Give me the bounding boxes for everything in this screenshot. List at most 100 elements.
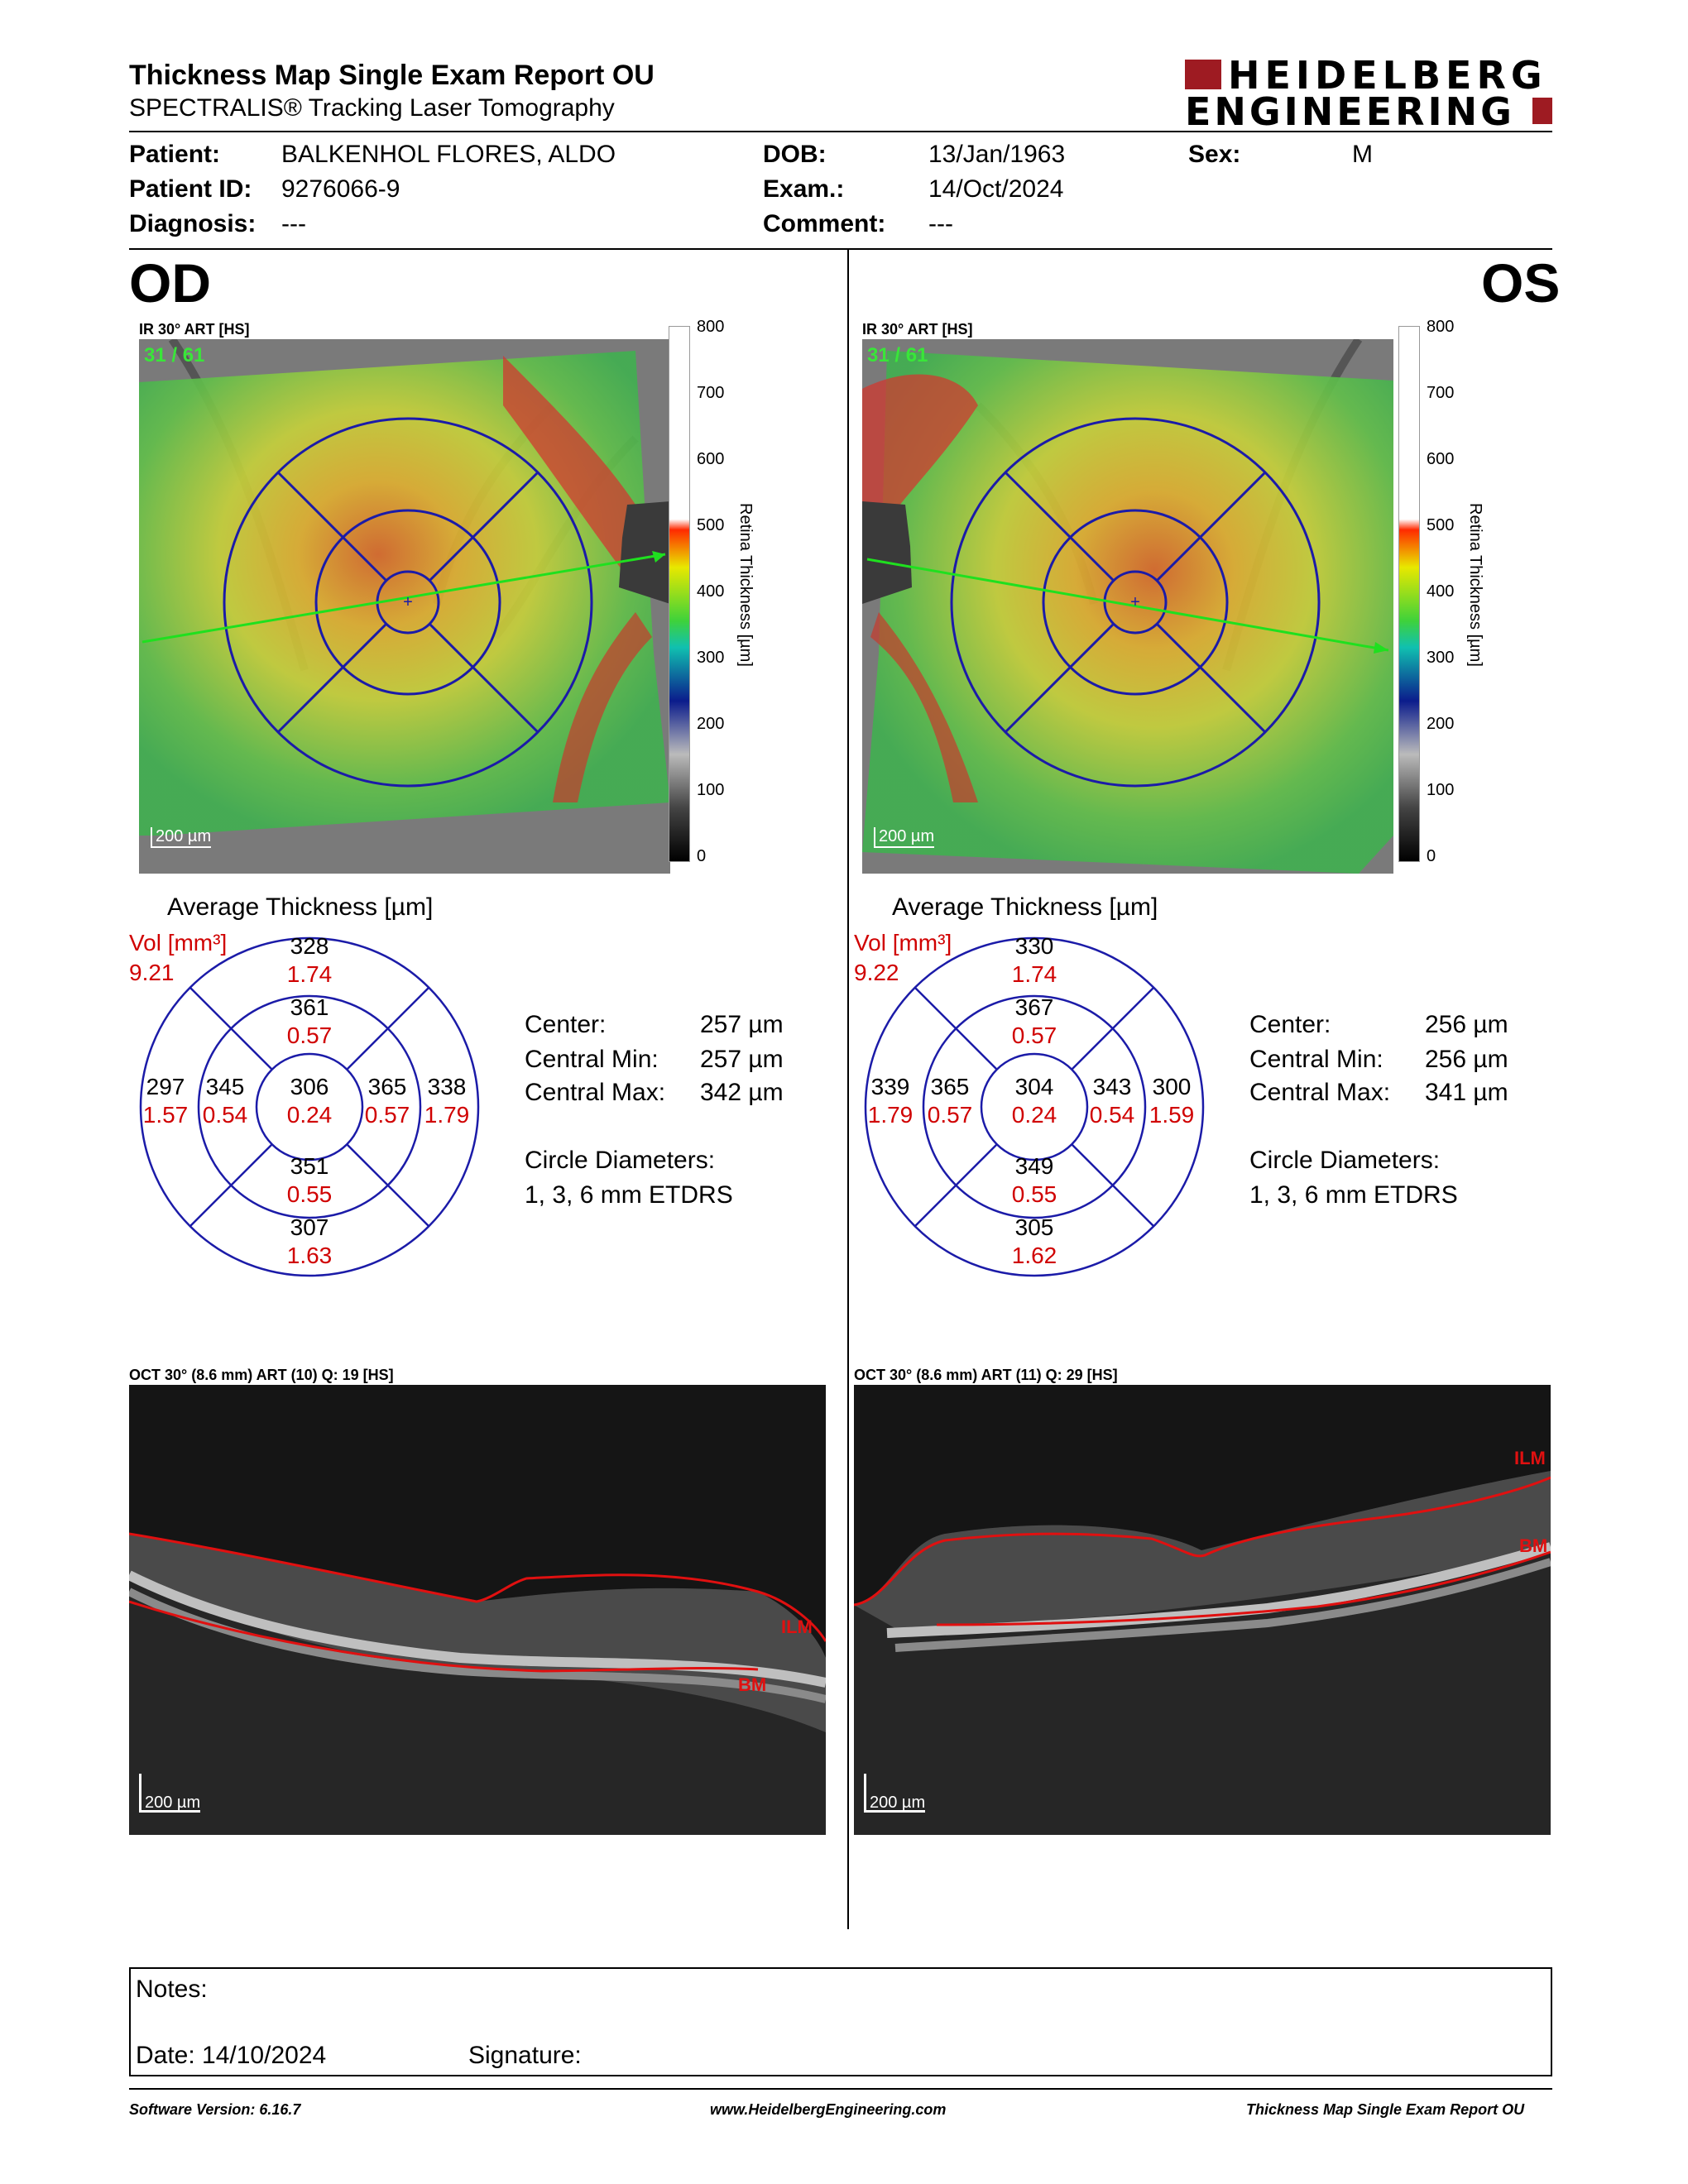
os-inner-inferior-volume: 0.55	[1011, 1181, 1057, 1207]
os-scale-tick: 0	[1427, 847, 1436, 865]
od-outer-left-thickness: 297	[146, 1074, 185, 1099]
dob-label: DOB:	[763, 141, 827, 168]
os-avg-title: Average Thickness [µm]	[892, 893, 1158, 921]
comment-label: Comment:	[763, 210, 886, 237]
os-inner-right-volume: 0.54	[1089, 1102, 1135, 1128]
od-scale-tick: 600	[697, 450, 725, 468]
patient-id: 9276066-9	[281, 175, 400, 203]
od-scale-tick: 0	[697, 847, 707, 865]
os-outer-right-thickness: 300	[1152, 1074, 1192, 1099]
exam-value: 14/Oct/2024	[928, 175, 1064, 203]
os-etdrs-grid: 330 1.74 367 0.57 339 1.79 365 0.57 304 …	[861, 933, 1208, 1281]
od-frame-counter: 31 / 61	[144, 344, 205, 366]
footer-software-version: Software Version: 6.16.7	[129, 2101, 301, 2118]
od-center-value: 257 µm	[700, 1011, 784, 1038]
od-outer-inferior-volume: 1.63	[286, 1243, 333, 1268]
os-oct-bscan: ILM BM 200 µm	[854, 1385, 1551, 1835]
od-oct-scalebar: 200 µm	[139, 1774, 201, 1813]
svg-text:+: +	[1130, 593, 1140, 611]
os-scale-tick: 500	[1427, 516, 1455, 534]
od-scale-tick: 800	[697, 318, 725, 336]
svg-text:+: +	[403, 593, 413, 611]
footer-report-name: Thickness Map Single Exam Report OU	[1246, 2101, 1525, 2118]
od-inner-inferior-volume: 0.55	[286, 1181, 333, 1207]
os-inner-superior-volume: 0.57	[1011, 1023, 1057, 1048]
od-central-max-value: 342 µm	[700, 1079, 784, 1106]
os-central-min-label: Central Min:	[1249, 1046, 1383, 1073]
notes-box: Notes: Date: 14/10/2024 Signature:	[129, 1967, 1552, 2076]
patient-id-label: Patient ID:	[129, 175, 252, 203]
exam-label: Exam.:	[763, 175, 845, 203]
os-fundus-scalebar: 200 µm	[874, 827, 935, 848]
od-scale-tick: 300	[697, 649, 725, 667]
info-divider	[129, 248, 1552, 250]
od-etdrs-grid: 328 1.74 361 0.57 297 1.57 345 0.54 306 …	[136, 933, 483, 1281]
od-inner-superior-thickness: 361	[290, 994, 329, 1020]
os-scale-axis-label: Retina Thickness [µm]	[1466, 503, 1484, 667]
os-center-value: 256 µm	[1425, 1011, 1508, 1038]
od-scale-tick: 400	[697, 582, 725, 601]
notes-date: Date: 14/10/2024	[136, 2042, 327, 2069]
os-outer-right-volume: 1.59	[1149, 1102, 1195, 1128]
od-scale-tick: 200	[697, 715, 725, 733]
os-bm-marker: BM	[1519, 1535, 1548, 1556]
os-etdrs-overlay	[950, 417, 1321, 788]
od-center-label: Center:	[525, 1011, 607, 1038]
od-vol-value: 9.21	[129, 960, 175, 985]
od-outer-inferior-thickness: 307	[290, 1214, 329, 1240]
os-frame-counter: 31 / 61	[867, 344, 928, 366]
od-inner-right-thickness: 365	[367, 1074, 407, 1099]
od-bm-marker: BM	[738, 1674, 767, 1695]
os-central-max-label: Central Max:	[1249, 1079, 1391, 1106]
sex-label: Sex:	[1188, 141, 1241, 168]
logo-line1: HEIDELBERG	[1228, 53, 1547, 98]
od-avg-title: Average Thickness [µm]	[167, 893, 434, 921]
footer-divider	[129, 2088, 1552, 2090]
os-eye-label: OS	[1481, 252, 1561, 314]
od-outer-superior-volume: 1.74	[286, 961, 333, 987]
os-ilm-marker: ILM	[1514, 1448, 1546, 1468]
od-central-max-label: Central Max:	[525, 1079, 666, 1106]
os-inner-inferior-thickness: 349	[1014, 1153, 1054, 1179]
header-divider	[129, 131, 1552, 132]
footer-website: www.HeidelbergEngineering.com	[710, 2101, 947, 2118]
heidelberg-logo: HEIDELBERG ENGINEERING	[1185, 53, 1552, 134]
diagnosis-value: ---	[281, 210, 306, 237]
os-vol-value: 9.22	[854, 960, 899, 985]
center-divider	[847, 250, 849, 1929]
od-scale-tick: 500	[697, 516, 725, 534]
od-circle-diameters-label: Circle Diameters:	[525, 1147, 716, 1174]
od-inner-left-thickness: 345	[205, 1074, 245, 1099]
os-scale-tick: 700	[1427, 384, 1455, 402]
os-scale-tick: 300	[1427, 649, 1455, 667]
comment-value: ---	[928, 210, 953, 237]
od-eye-label: OD	[129, 252, 211, 314]
os-outer-superior-thickness: 330	[1014, 933, 1054, 959]
od-scale-axis-label: Retina Thickness [µm]	[736, 503, 755, 667]
report-subtitle: SPECTRALIS® Tracking Laser Tomography	[129, 94, 615, 122]
os-scale-tick: 800	[1427, 318, 1455, 336]
od-etdrs-overlay	[223, 417, 593, 788]
os-circle-diameters-value: 1, 3, 6 mm ETDRS	[1249, 1181, 1458, 1209]
os-scale-tick: 400	[1427, 582, 1455, 601]
os-outer-inferior-thickness: 305	[1014, 1214, 1054, 1240]
os-outer-inferior-volume: 1.62	[1011, 1243, 1057, 1268]
os-central-max-value: 341 µm	[1425, 1079, 1508, 1106]
od-central-min-label: Central Min:	[525, 1046, 659, 1073]
os-center-volume: 0.24	[1011, 1102, 1057, 1128]
os-fundus-label: IR 30° ART [HS]	[862, 321, 973, 338]
patient-label: Patient:	[129, 141, 221, 168]
os-thickness-scale	[1398, 326, 1420, 862]
diagnosis-label: Diagnosis:	[129, 210, 257, 237]
os-central-min-value: 256 µm	[1425, 1046, 1508, 1073]
od-outer-right-volume: 1.79	[424, 1102, 470, 1128]
od-fundus-label: IR 30° ART [HS]	[139, 321, 250, 338]
os-inner-superior-thickness: 367	[1014, 994, 1054, 1020]
os-fundus-image: + 31 / 61 200 µm	[862, 339, 1393, 874]
os-vol-label: Vol [mm³]	[854, 930, 952, 956]
od-center-thickness: 306	[290, 1074, 329, 1099]
od-inner-right-volume: 0.57	[364, 1102, 410, 1128]
od-scale-tick: 100	[697, 781, 725, 799]
os-inner-right-thickness: 343	[1092, 1074, 1132, 1099]
os-oct-scalebar: 200 µm	[864, 1774, 926, 1813]
